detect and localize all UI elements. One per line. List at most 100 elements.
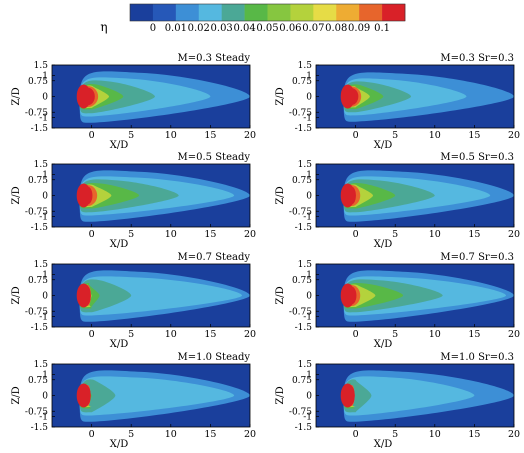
colorbar-swatch (359, 4, 383, 21)
x-tick-label: 0 (353, 329, 359, 340)
y-tick-label: 0.75 (28, 176, 48, 186)
y-tick-label: -1.5 (295, 323, 313, 333)
y-tick-label: 0 (306, 392, 312, 402)
panel-title: M=0.7 Sr=0.3 (440, 252, 514, 263)
x-tick-label: 20 (244, 329, 256, 340)
y-tick-label: 1 (42, 371, 48, 381)
x-axis-label: X/D (110, 239, 129, 250)
panel-title: M=0.5 Sr=0.3 (440, 152, 514, 163)
y-tick-label: 0.75 (292, 276, 312, 286)
y-tick-label: 0.75 (292, 176, 312, 186)
colorbar: η 0 0.01 0.02 0.03 0.04 0.05 0.06 0.07 0.08 0.09 0.… (100, 3, 406, 34)
x-tick-label: 0 (89, 329, 95, 340)
colorbar-tick-label: 0 (150, 23, 156, 34)
x-tick-label: 15 (204, 130, 216, 141)
x-tick-label: 5 (392, 429, 398, 440)
x-tick-label: 15 (468, 429, 480, 440)
x-tick-label: 10 (165, 229, 177, 240)
panel-title: M=0.3 Steady (178, 53, 251, 64)
hole-core (76, 383, 91, 408)
y-axis-label: Z/D (11, 386, 22, 404)
y-tick-label: 0.75 (292, 77, 312, 87)
x-tick-label: 10 (429, 229, 441, 240)
colorbar-swatch (152, 4, 177, 21)
x-tick-label: 0 (89, 229, 95, 240)
colorbar-tick-label: 0.01 (165, 23, 187, 34)
x-axis-label: X/D (110, 339, 129, 350)
y-tick-label: -1.5 (295, 124, 313, 134)
hole-core (340, 383, 355, 408)
y-tick-label: 0 (42, 292, 48, 302)
colorbar-swatch (198, 4, 222, 21)
contour-panel: M=1.0 Steady 0 5 10 15 20 X/D 1.510.75 0 -0.75-1-… (11, 352, 256, 450)
y-axis-label: Z/D (11, 286, 22, 304)
colorbar-tick-label: 0.08 (325, 23, 347, 34)
x-tick-label: 5 (128, 130, 134, 141)
y-tick-label: 1.5 (298, 61, 313, 71)
x-tick-label: 20 (244, 229, 256, 240)
y-tick-label: -0.75 (289, 407, 312, 417)
y-tick-label: 1.5 (298, 260, 313, 270)
hole-core (76, 84, 91, 109)
contour-panel: M=0.3 Steady 0 5 10 15 20 X/D 1.510.75 0 -0.75-1-… (11, 53, 256, 151)
y-tick-label: -0.75 (25, 108, 48, 118)
colorbar-symbol: η (100, 20, 107, 34)
y-axis-label: Z/D (275, 386, 286, 404)
x-tick-label: 15 (204, 429, 216, 440)
x-tick-label: 10 (429, 329, 441, 340)
y-tick-label: -0.75 (289, 307, 312, 317)
y-tick-label: 1 (306, 171, 312, 181)
y-tick-label: -1 (39, 213, 48, 223)
y-tick-label: 0.75 (28, 276, 48, 286)
y-axis-label: Z/D (11, 186, 22, 204)
contour-level (343, 376, 475, 416)
y-tick-label: 1.5 (34, 360, 49, 370)
contour-panel: M=0.3 Sr=0.3 0 5 10 15 20 X/D 1.510.75 0 -0.75-1-… (275, 53, 520, 151)
y-tick-label: 1.5 (298, 160, 313, 170)
colorbar-swatch (336, 4, 360, 21)
x-tick-label: 0 (353, 429, 359, 440)
colorbar-swatch (290, 4, 314, 21)
y-axis-label: Z/D (275, 87, 286, 105)
y-tick-label: 1 (306, 271, 312, 281)
y-tick-label: -1 (303, 213, 312, 223)
y-tick-label: 1 (42, 72, 48, 82)
x-tick-label: 15 (468, 130, 480, 141)
y-tick-label: -1.5 (31, 323, 49, 333)
y-tick-label: -1.5 (31, 223, 49, 233)
colorbar-tick-label: 0.05 (256, 23, 278, 34)
panel-title: M=0.3 Sr=0.3 (440, 53, 514, 64)
x-tick-label: 20 (244, 130, 256, 141)
x-axis-label: X/D (374, 439, 393, 450)
x-tick-label: 5 (392, 329, 398, 340)
x-tick-label: 5 (128, 229, 134, 240)
y-tick-label: 1.5 (34, 160, 49, 170)
colorbar-tick-label: 0.02 (188, 23, 210, 34)
colorbar-tick-label: 0.06 (279, 23, 301, 34)
y-tick-label: -1 (39, 114, 48, 124)
contour-panel: M=0.7 Sr=0.3 0 5 10 15 20 X/D 1.510.75 0 -0.75-1-… (275, 252, 520, 350)
y-tick-label: -1 (303, 413, 312, 423)
contour-level (79, 376, 235, 416)
hole-core (340, 283, 355, 308)
x-tick-label: 5 (392, 229, 398, 240)
hole-core (76, 183, 91, 208)
contour-panel: M=1.0 Sr=0.3 0 5 10 15 20 X/D 1.510.75 0 -0.75-1-… (275, 352, 520, 450)
x-tick-label: 5 (128, 429, 134, 440)
y-tick-label: -1.5 (295, 423, 313, 433)
colorbar-swatch (175, 4, 200, 21)
colorbar-swatch (313, 4, 337, 21)
x-tick-label: 20 (508, 229, 520, 240)
y-tick-label: 1.5 (298, 360, 313, 370)
x-tick-label: 5 (392, 130, 398, 141)
y-tick-label: 0 (306, 93, 312, 103)
y-tick-label: -0.75 (289, 108, 312, 118)
x-axis-label: X/D (374, 140, 393, 151)
panel-title: M=1.0 Sr=0.3 (440, 352, 514, 363)
y-tick-label: 1 (306, 371, 312, 381)
x-tick-label: 20 (508, 329, 520, 340)
x-tick-label: 15 (468, 229, 480, 240)
y-tick-label: -1 (39, 413, 48, 423)
x-tick-label: 20 (244, 429, 256, 440)
